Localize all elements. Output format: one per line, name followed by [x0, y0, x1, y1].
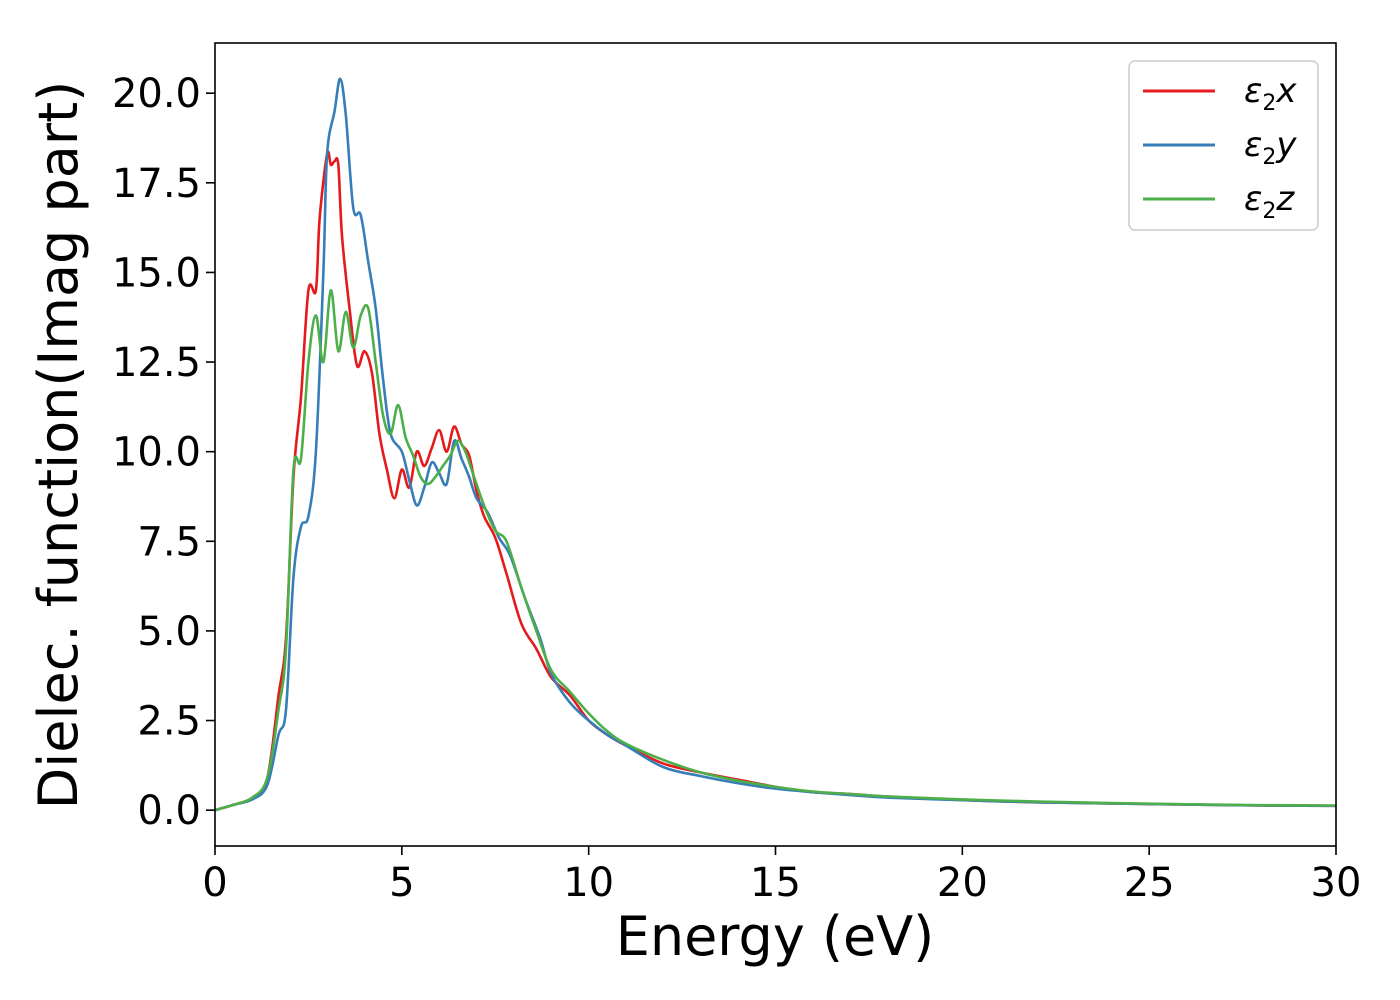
- x-tick-label: 0: [202, 860, 227, 906]
- y-tick-label: 2.5: [137, 699, 201, 745]
- legend-label-z: ε2z: [1244, 179, 1295, 224]
- legend-label-y: ε2y: [1244, 125, 1297, 170]
- y-axis: 0.0 2.5 5.0 7.5 10.0 12.5 15.0 17.5 20.0: [112, 71, 215, 834]
- x-axis-label: Energy (eV): [616, 905, 935, 968]
- series-layer: [215, 77, 1336, 812]
- x-tick-label: 25: [1124, 860, 1175, 906]
- y-tick-label: 7.5: [137, 519, 201, 565]
- x-tick-label: 10: [563, 860, 614, 906]
- series-line-z: [215, 289, 1336, 812]
- y-tick-label: 5.0: [137, 609, 201, 655]
- x-tick-label: 20: [937, 860, 988, 906]
- x-tick-label: 15: [750, 860, 801, 906]
- y-tick-label: 0.0: [137, 788, 201, 834]
- x-tick-label: 5: [389, 860, 414, 906]
- x-axis: 0 5 10 15 20 25 30: [202, 846, 1361, 906]
- x-tick-label: 30: [1311, 860, 1362, 906]
- y-tick-label: 12.5: [112, 340, 201, 386]
- y-tick-label: 10.0: [112, 430, 201, 476]
- legend-box: [1128, 60, 1319, 231]
- y-axis-label: Dielec. function(Imag part): [27, 81, 90, 810]
- y-tick-label: 20.0: [112, 71, 201, 117]
- legend: ε2x ε2y ε2z: [1128, 60, 1319, 231]
- legend-label-x: ε2x: [1244, 71, 1297, 116]
- y-tick-label: 17.5: [112, 161, 201, 207]
- y-tick-label: 15.0: [112, 250, 201, 296]
